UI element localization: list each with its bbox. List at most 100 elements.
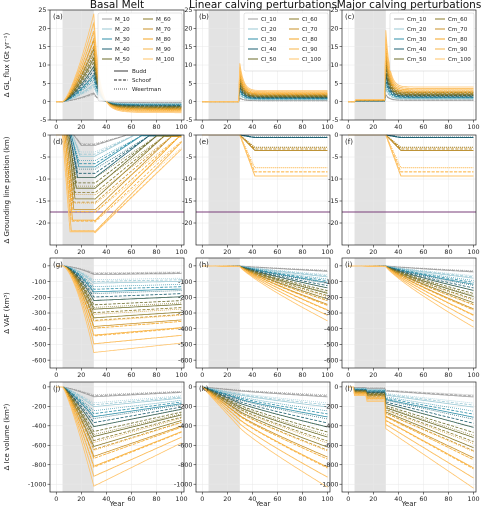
legend-entry: Cm_60 [448,17,468,23]
x-tick-label: 40 [248,248,256,256]
x-tick-label: 0 [54,248,58,256]
perturbation-window [354,135,386,245]
x-tick-label: 100 [321,248,333,256]
x-tick-label: 40 [102,371,110,379]
x-tick-label: 60 [273,248,281,256]
legend-entry: M_70 [156,27,171,33]
y-tick-label: -100 [324,278,339,286]
series-line [348,265,474,322]
series-line [348,386,474,438]
legend-box [389,12,475,72]
y-tick-label: 0 [334,98,338,106]
legend-law-entry: Schoof [132,78,152,84]
x-tick-label: 80 [444,123,452,131]
y-tick-label: -600 [32,356,47,364]
series-line [202,70,328,103]
y-tick-label: -400 [178,422,193,430]
series-line [348,386,474,453]
y-tick-label: 20 [38,25,46,33]
series-line [348,386,474,479]
series-line [56,386,182,415]
x-tick-label: 40 [394,371,402,379]
y-tick-label: 10 [184,61,192,69]
panel-frame [195,134,331,246]
series-line [56,386,182,424]
x-tick-label: 20 [77,495,85,503]
y-tick-label: -100 [178,278,193,286]
legend-entry: M_40 [115,47,130,53]
x-tick-label: 40 [394,248,402,256]
series-line [56,386,182,443]
series-line [56,134,182,205]
series-line [348,30,474,103]
y-tick-label: -200 [178,293,193,301]
series-line [56,134,182,211]
y-tick-label: 10 [330,61,338,69]
x-tick-label: 20 [77,371,85,379]
x-tick-label: 0 [54,495,58,503]
series-line [348,386,474,469]
x-tick-label: 100 [321,123,333,131]
x-axis-label: Year [109,500,125,508]
y-tick-label: -5 [186,153,192,161]
y-tick-label: -15 [182,197,192,205]
x-tick-label: 80 [152,248,160,256]
panel: (i) 0 20 40 60 80 100 -600 -500 -400 -300 -200 -100 0 [324,257,480,379]
y-tick-label: -500 [324,341,339,349]
panel-frame [49,381,185,493]
series-line [348,386,474,397]
y-tick-label: 0 [188,98,192,106]
panel-letter: (d) [53,138,63,146]
panel: (a) 0 20 40 60 80 100 -5 0 5 10 15 20 25 M_10 M_20 M_30 M… [38,6,187,131]
column-title: Basal Melt [90,0,144,11]
series-line [202,265,328,289]
series-line [56,79,182,105]
x-tick-label: 20 [223,371,231,379]
series-line [348,134,474,138]
legend-entry: M_90 [156,47,171,53]
series-line [56,265,182,284]
series-line [56,386,182,477]
series-line [348,386,474,436]
y-tick-label: -5 [40,116,46,124]
series-line [56,265,182,353]
x-tick-label: 0 [200,495,204,503]
y-tick-label: -800 [32,461,47,469]
series-line [56,386,182,467]
y-tick-label: -1000 [320,480,339,488]
series-line [56,265,182,295]
series-line [56,265,182,298]
series-line [56,265,182,306]
y-tick-label: 20 [330,25,338,33]
y-tick-label: 5 [42,80,46,88]
series-line [56,134,182,174]
series-line [56,93,182,104]
series-line [348,386,474,442]
x-tick-label: 40 [102,495,110,503]
series-line [202,386,328,469]
x-tick-label: 60 [127,248,135,256]
series-line [56,265,182,290]
perturbation-window [208,135,240,245]
series-line [348,37,474,103]
series-line [56,68,182,106]
panel: (k) 0 20 40 60 80 100 -1000 -800 -600 -400 -200 0 [174,381,334,503]
series-line [202,134,328,148]
series-line [202,134,328,138]
panel-frame [49,134,185,246]
series-line [202,386,328,468]
x-tick-label: 80 [444,495,452,503]
x-tick-label: 0 [54,371,58,379]
panel-letter: (c) [345,13,355,21]
x-tick-label: 20 [223,248,231,256]
legend-entry: Cm_80 [448,37,468,43]
panel-letter: (f) [345,138,353,146]
series-line [202,265,328,271]
y-tick-label: 10 [38,61,46,69]
legend-entry: M_10 [115,17,130,23]
series-line [56,134,182,214]
series-line [56,22,182,112]
y-tick-label: 5 [334,80,338,88]
x-tick-label: 0 [200,123,204,131]
x-tick-label: 60 [127,123,135,131]
